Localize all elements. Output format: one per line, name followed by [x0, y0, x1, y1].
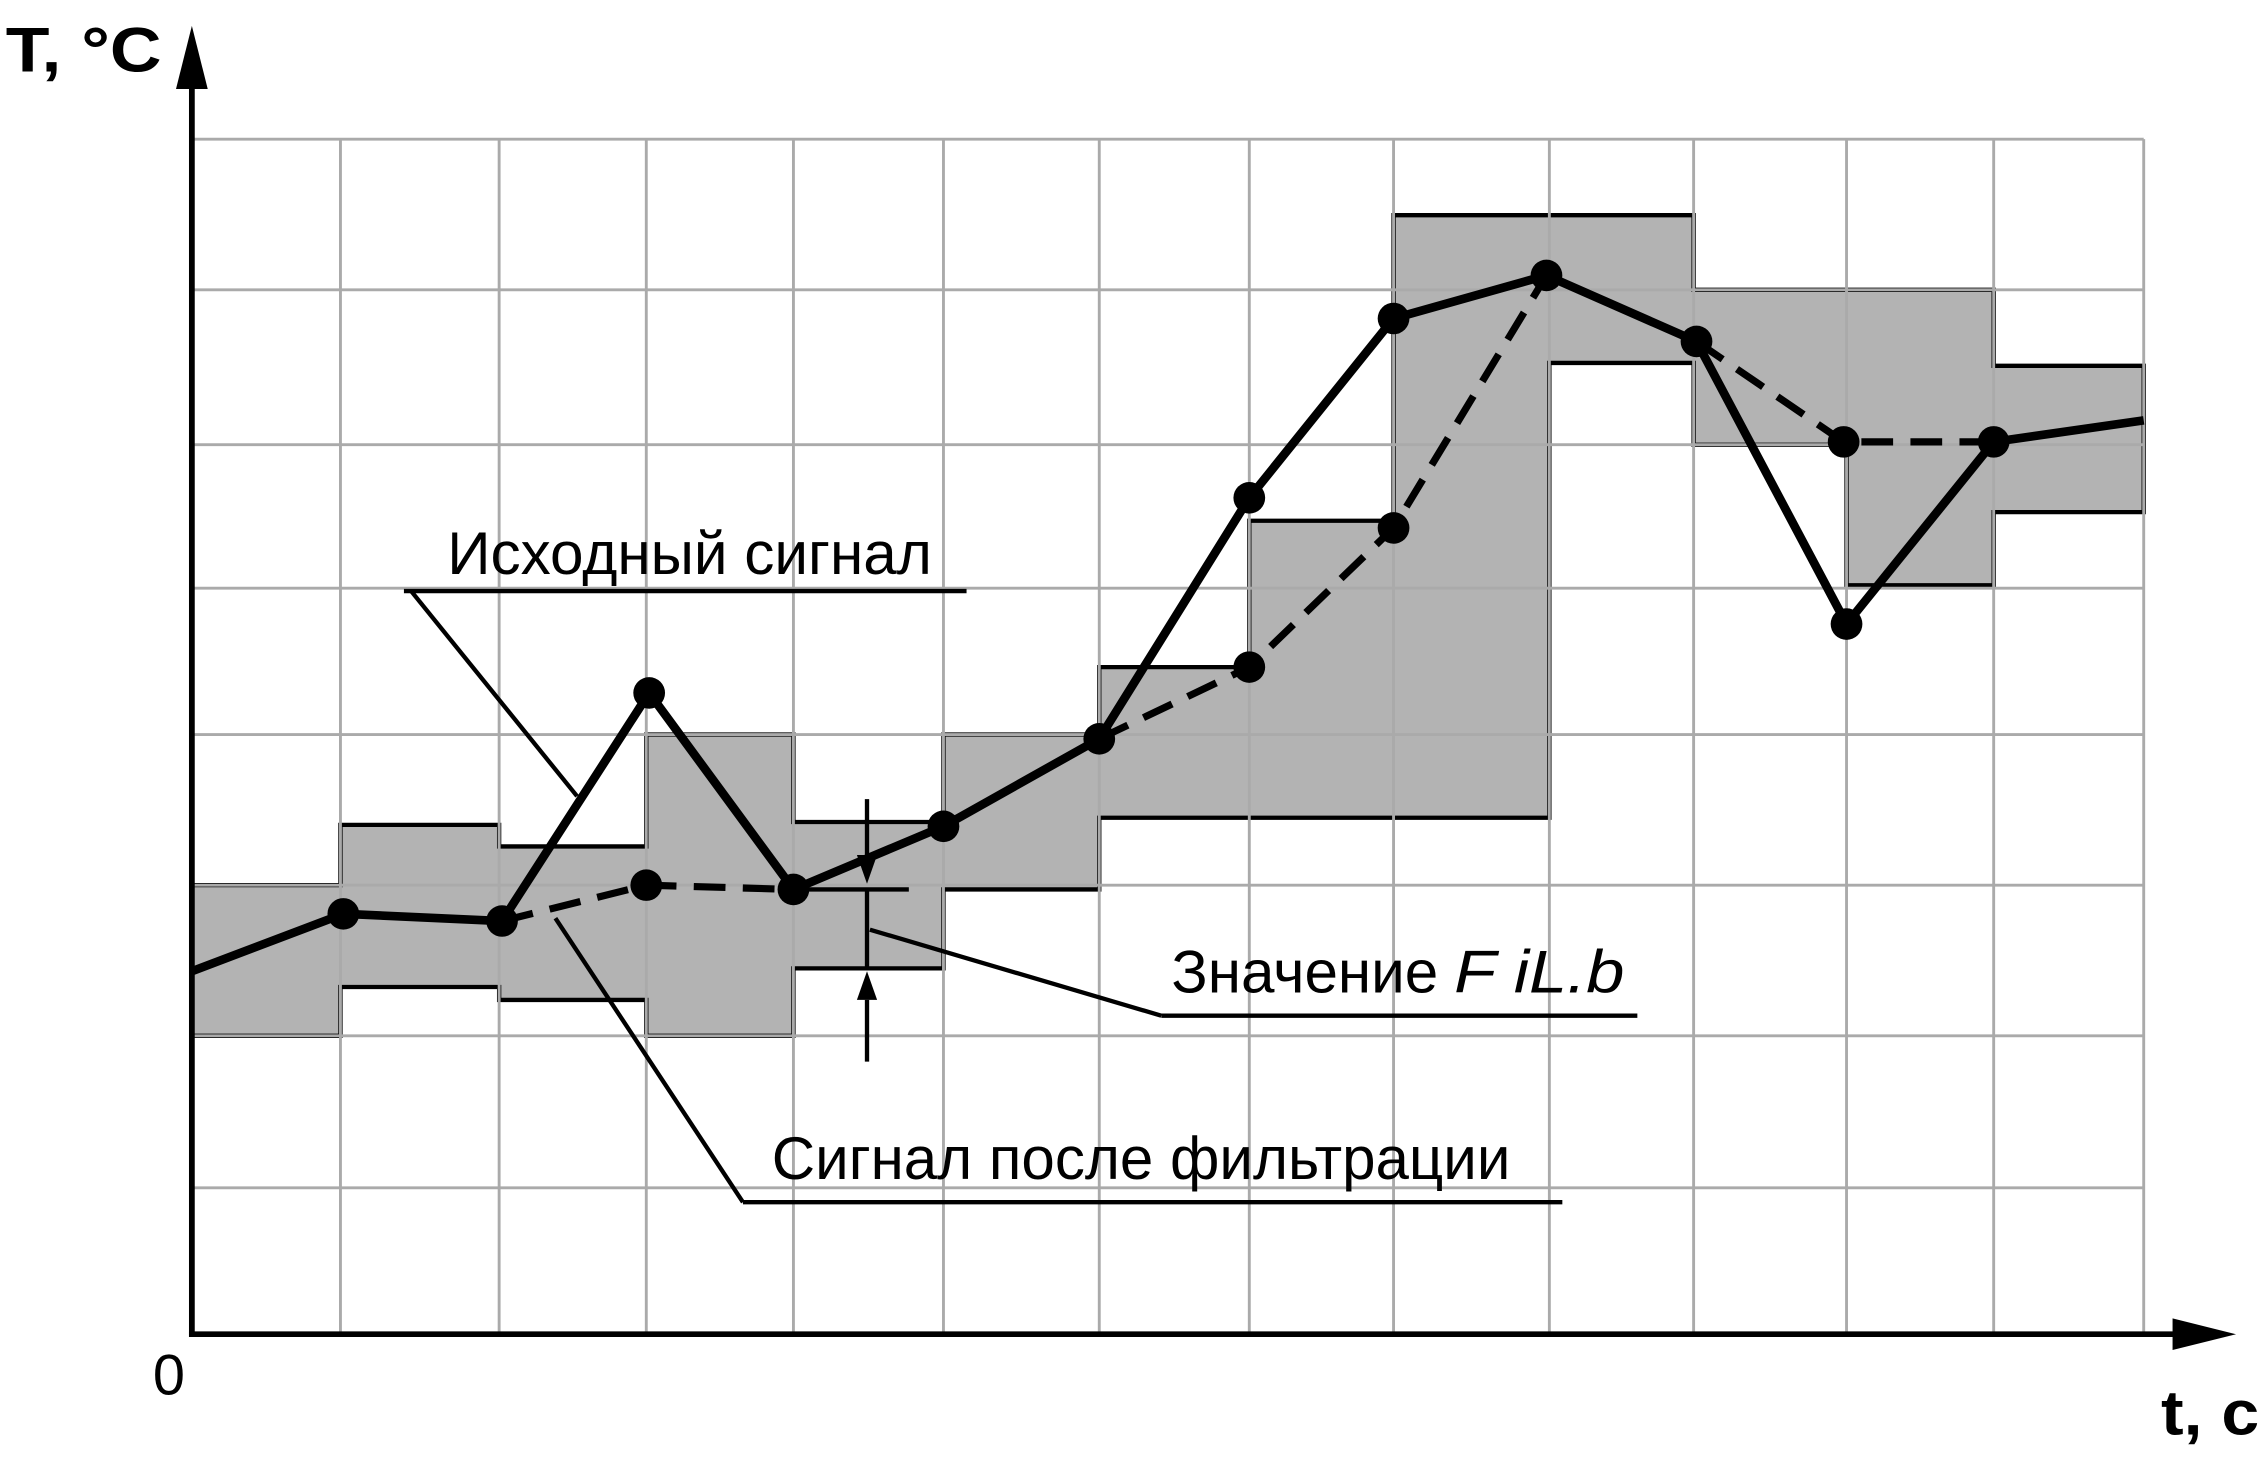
source-signal [190, 271, 2145, 976]
filtered-signal [1097, 273, 1550, 743]
signal-points [327, 259, 2010, 937]
filtered-signal-label: Сигнал после фильтрации [772, 1124, 1511, 1192]
source-signal-label: Исходный сигнал [447, 519, 932, 587]
value-label: Значение [1171, 938, 1438, 1006]
y-axis-label: T, °C [6, 16, 162, 86]
grid [191, 137, 2146, 1335]
leader-lines [403, 588, 1638, 1205]
parameter-label: F iL.b [1454, 938, 1624, 1006]
band-width-marker [790, 799, 909, 1062]
origin-label: 0 [153, 1344, 185, 1408]
x-axis-label: t, с [2161, 1379, 2259, 1449]
x-arrow [2172, 1318, 2237, 1350]
y-arrow [175, 25, 208, 89]
